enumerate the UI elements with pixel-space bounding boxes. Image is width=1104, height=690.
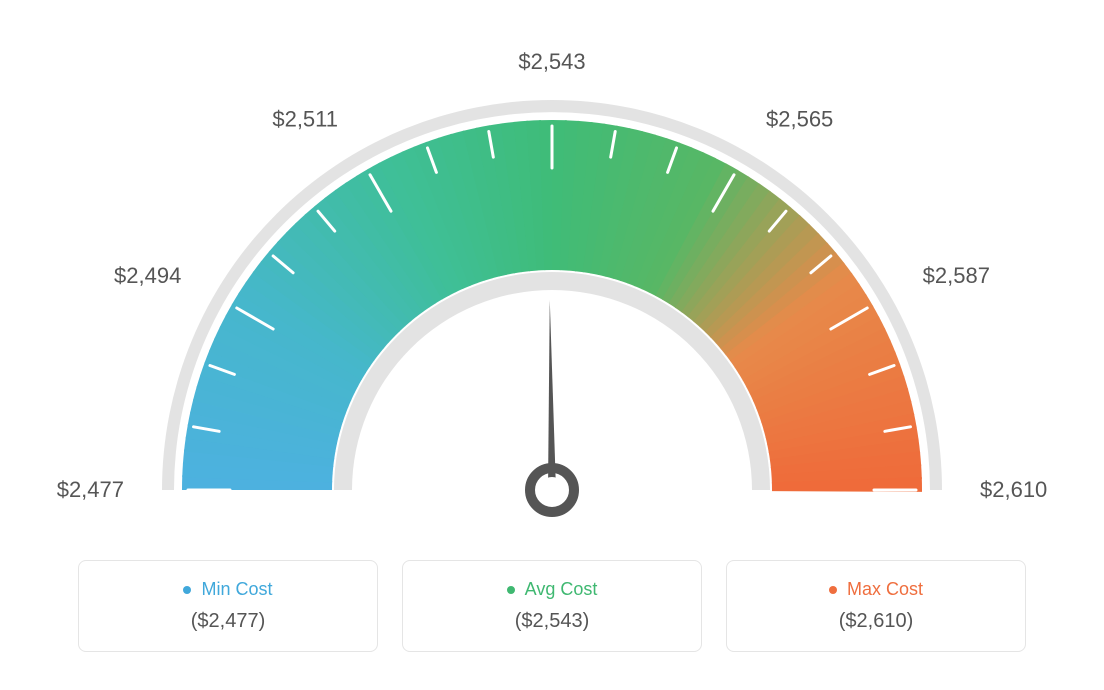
legend-max-label: Max Cost: [829, 579, 923, 600]
gauge-chart: $2,477 $2,494 $2,511 $2,543 $2,565 $2,587 $2,6…: [40, 20, 1064, 550]
gauge-needle: [548, 300, 556, 490]
gauge-svg: $2,477 $2,494 $2,511 $2,543 $2,565 $2,587 $2,6…: [40, 20, 1064, 550]
legend-card-min: Min Cost ($2,477): [78, 560, 378, 652]
legend-card-max: Max Cost ($2,610): [726, 560, 1026, 652]
needle-hub-inner: [539, 477, 565, 503]
gauge-tick-label: $2,494: [114, 263, 181, 288]
legend-max-value: ($2,610): [747, 610, 1005, 633]
gauge-tick-label: $2,511: [272, 106, 338, 131]
gauge-tick-label: $2,587: [923, 263, 990, 288]
legend-avg-value: ($2,543): [423, 610, 681, 633]
gauge-tick-label: $2,543: [518, 49, 585, 74]
legend-min-label: Min Cost: [183, 579, 272, 600]
legend-row: Min Cost ($2,477) Avg Cost ($2,543) Max …: [40, 560, 1064, 652]
legend-min-value: ($2,477): [99, 610, 357, 633]
legend-avg-label: Avg Cost: [507, 579, 598, 600]
gauge-tick-label: $2,477: [57, 477, 124, 502]
legend-card-avg: Avg Cost ($2,543): [402, 560, 702, 652]
gauge-tick-label: $2,610: [980, 477, 1047, 502]
gauge-tick-label: $2,565: [766, 106, 833, 131]
